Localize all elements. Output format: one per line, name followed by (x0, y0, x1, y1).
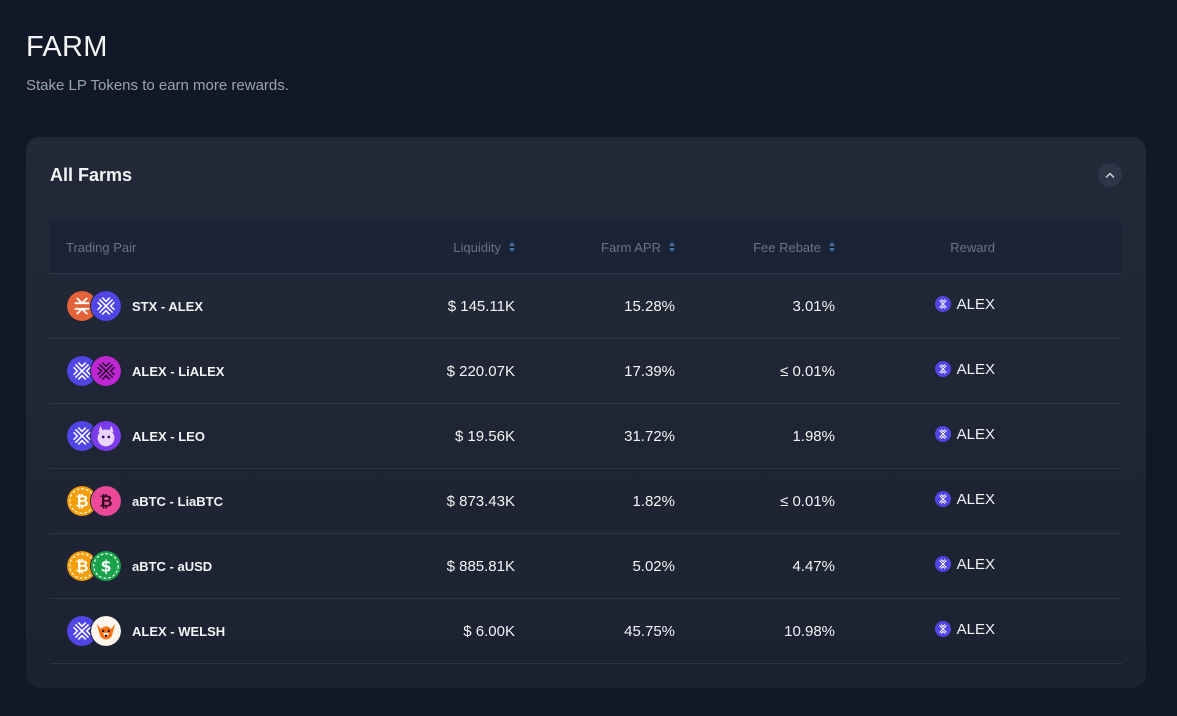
stx-token-icon (66, 290, 98, 322)
alex-token-icon (934, 491, 951, 508)
apr-value: 5.02% (632, 557, 675, 575)
table-header: Trading Pair Liquidity Farm APR Fee Reba… (50, 221, 1122, 274)
svg-text:₿: ₿ (76, 492, 89, 511)
header-label: Farm APR (601, 239, 661, 255)
apr-value: 1.82% (632, 492, 675, 510)
sort-farm-apr[interactable]: Farm APR (601, 240, 675, 255)
liquidity-value: $ 6.00K (463, 622, 515, 640)
page-subtitle: Stake LP Tokens to earn more rewards. (26, 77, 289, 94)
all-farms-card: All Farms Trading Pair Liquidity Farm AP… (26, 137, 1146, 688)
liquidity-value: $ 873.43K (446, 492, 515, 510)
table-row[interactable]: ALEX - WELSH $ 6.00K 45.75% 10.98% ALEX (50, 599, 1122, 664)
lialex-token-icon (90, 355, 122, 387)
reward-cell: ALEX (934, 490, 995, 508)
liquidity-value: $ 220.07K (446, 362, 515, 380)
fee-rebate-value: ≤ 0.01% (780, 492, 835, 510)
reward-label: ALEX (956, 555, 995, 573)
collapse-button[interactable] (1098, 163, 1122, 187)
header-reward: Reward (835, 240, 995, 255)
svg-text:$: $ (100, 557, 111, 576)
alex-token-icon (66, 420, 98, 452)
liquidity-value: $ 19.56K (454, 427, 515, 445)
reward-cell: ALEX (934, 620, 995, 638)
farms-table: Trading Pair Liquidity Farm APR Fee Reba… (50, 221, 1122, 664)
pair-name: aBTC - aUSD (132, 558, 213, 574)
leo-token-icon (90, 420, 122, 452)
fee-rebate-value: 1.98% (792, 427, 835, 445)
reward-cell: ALEX (934, 295, 995, 313)
reward-cell: ALEX (934, 360, 995, 378)
reward-label: ALEX (956, 360, 995, 378)
sort-icon (669, 242, 675, 252)
pair-icons (66, 290, 122, 322)
header-label: Reward (950, 239, 995, 255)
liquidity-value: $ 145.11K (447, 297, 515, 315)
pair-icons: ₿ ₿ (66, 485, 122, 517)
reward-label: ALEX (956, 620, 995, 638)
alex-token-icon (934, 621, 951, 638)
page-title: FARM (26, 31, 108, 63)
pair-icons (66, 355, 122, 387)
alex-token-icon (934, 361, 951, 378)
header-label: Liquidity (453, 239, 501, 255)
reward-cell: ALEX (934, 555, 995, 573)
table-row[interactable]: ALEX - LEO $ 19.56K 31.72% 1.98% ALEX (50, 404, 1122, 469)
apr-value: 15.28% (624, 297, 675, 315)
table-row[interactable]: ₿ ₿ aBTC - LiaBTC $ 873.43K 1.82% ≤ 0.01… (50, 469, 1122, 534)
fee-rebate-value: ≤ 0.01% (780, 362, 835, 380)
pair-icons: ₿ $ (66, 550, 122, 582)
pair-name: ALEX - LiALEX (132, 363, 225, 379)
welsh-token-icon (90, 615, 122, 647)
pair-icons (66, 615, 122, 647)
alex-token-icon (934, 296, 951, 313)
header-trading-pair: Trading Pair (50, 240, 350, 255)
fee-rebate-value: 3.01% (792, 297, 835, 315)
sort-fee-rebate[interactable]: Fee Rebate (753, 240, 835, 255)
page-header: FARM Stake LP Tokens to earn more reward… (26, 30, 289, 96)
chevron-up-icon (1105, 172, 1115, 178)
header-label: Fee Rebate (753, 239, 821, 255)
pair-name: aBTC - LiaBTC (132, 493, 223, 509)
table-row[interactable]: ALEX - LiALEX $ 220.07K 17.39% ≤ 0.01% A… (50, 339, 1122, 404)
ausd-token-icon: $ (90, 550, 122, 582)
header-label: Trading Pair (66, 239, 137, 255)
reward-cell: ALEX (934, 425, 995, 443)
alex-token-icon (934, 556, 951, 573)
table-body: STX - ALEX $ 145.11K 15.28% 3.01% ALEX A… (50, 274, 1122, 664)
apr-value: 31.72% (624, 427, 675, 445)
svg-text:₿: ₿ (100, 492, 113, 511)
pair-icons (66, 420, 122, 452)
pair-name: ALEX - WELSH (132, 623, 226, 639)
table-row[interactable]: STX - ALEX $ 145.11K 15.28% 3.01% ALEX (50, 274, 1122, 339)
card-title: All Farms (50, 165, 133, 185)
apr-value: 17.39% (624, 362, 675, 380)
pair-name: STX - ALEX (132, 298, 204, 314)
reward-label: ALEX (956, 295, 995, 313)
pair-name: ALEX - LEO (132, 428, 205, 444)
alex-token-icon (934, 426, 951, 443)
liabtc-token-icon: ₿ (90, 485, 122, 517)
reward-label: ALEX (956, 425, 995, 443)
apr-value: 45.75% (624, 622, 675, 640)
sort-icon (509, 242, 515, 252)
reward-label: ALEX (956, 490, 995, 508)
sort-icon (829, 242, 835, 252)
liquidity-value: $ 885.81K (446, 557, 515, 575)
svg-text:₿: ₿ (76, 557, 89, 576)
fee-rebate-value: 4.47% (792, 557, 835, 575)
sort-liquidity[interactable]: Liquidity (453, 240, 515, 255)
fee-rebate-value: 10.98% (784, 622, 835, 640)
alex-token-icon (90, 290, 122, 322)
table-row[interactable]: ₿ $ aBTC - aUSD $ 885.81K 5.02% 4.47% AL… (50, 534, 1122, 599)
